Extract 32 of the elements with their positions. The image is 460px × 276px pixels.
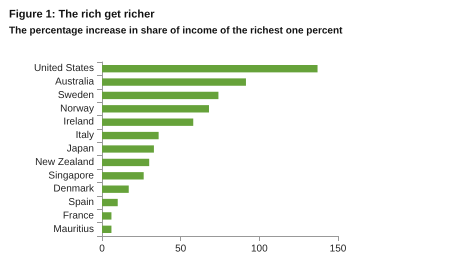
y-tick-label: France [62, 210, 94, 222]
bar [102, 132, 159, 140]
x-tick-label: 50 [175, 244, 187, 254]
x-tick-label: 150 [330, 244, 347, 254]
bar [102, 105, 209, 113]
chart-subtitle: The percentage increase in share of income of the richest one percent [9, 26, 344, 36]
chart-title: Figure 1: The rich get richer [9, 8, 156, 20]
y-tick-label: Mauritius [53, 224, 94, 235]
bar [102, 92, 218, 100]
bar [102, 145, 154, 153]
bar [102, 226, 112, 233]
y-tick-label: Norway [60, 103, 94, 114]
bar [102, 158, 150, 166]
y-tick-label: Sweden [58, 90, 94, 101]
y-tick-label: Spain [68, 197, 94, 208]
y-tick-label: Ireland [63, 116, 94, 128]
bar [102, 118, 194, 126]
y-tick-label: Denmark [53, 184, 95, 195]
y-tick-label: Singapore [48, 170, 94, 182]
bar [102, 172, 144, 180]
x-tick-label: 0 [99, 244, 106, 254]
bar [102, 198, 118, 206]
bar [102, 78, 246, 86]
x-tick-label: 100 [250, 244, 268, 254]
bar [102, 185, 129, 193]
bar [102, 65, 318, 72]
y-tick-label: Australia [55, 76, 94, 88]
y-tick-label: New Zealand [35, 156, 94, 168]
y-tick-label: Japan [66, 144, 94, 154]
bar [102, 212, 112, 220]
y-tick-label: Italy [76, 130, 94, 142]
y-tick-label: United States [34, 63, 94, 74]
